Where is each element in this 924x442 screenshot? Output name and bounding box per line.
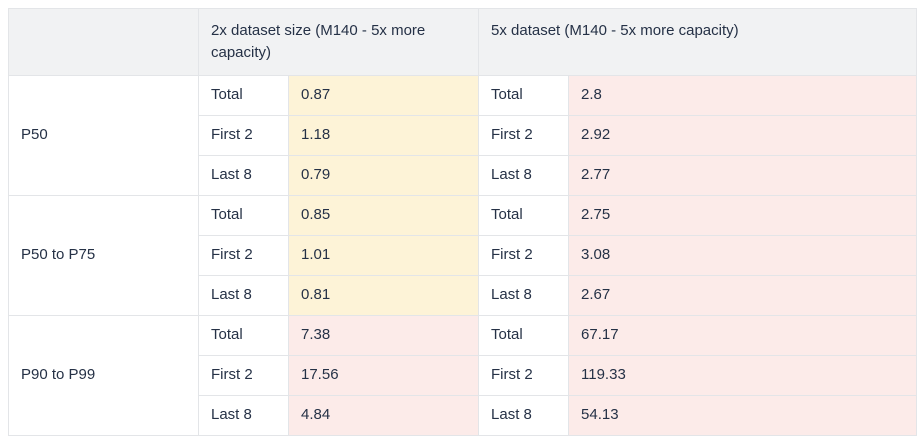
metric-label-cell: Last 8 — [198, 274, 289, 316]
row-group-label-p50-to-p75: P50 to P75 — [8, 194, 199, 316]
value-cell-2x: 7.38 — [287, 314, 480, 356]
metric-label-cell: First 2 — [478, 234, 570, 276]
value-cell-5x: 2.67 — [568, 274, 918, 316]
metric-label-cell: First 2 — [478, 354, 570, 396]
value-cell-5x: 2.77 — [568, 154, 918, 196]
metric-label-cell: Last 8 — [198, 394, 289, 436]
metric-label-cell: First 2 — [198, 114, 289, 156]
metric-label-cell: First 2 — [198, 354, 289, 396]
table-row: First 2 1.01 First 2 3.08 — [9, 234, 918, 276]
metric-label-cell: Total — [478, 314, 570, 356]
table-row: P50 Total 0.87 Total 2.8 — [8, 74, 918, 196]
row-group-label-p90-to-p99: P90 to P99 — [8, 314, 199, 436]
column-header-2x-dataset: 2x dataset size (M140 - 5x more capacity… — [197, 8, 480, 76]
metric-label-cell: Total — [198, 194, 289, 236]
value-cell-5x: 2.8 — [568, 74, 918, 116]
table-row: P50 to P75 Total 0.85 Total 2.75 — [8, 194, 918, 316]
table-row: P90 to P99 Total 7.38 Total 67.17 — [8, 314, 918, 436]
value-cell-5x: 54.13 — [568, 394, 918, 436]
value-cell-2x: 17.56 — [287, 354, 480, 396]
value-cell-2x: 0.87 — [287, 74, 480, 116]
header-row: 2x dataset size (M140 - 5x more capacity… — [8, 8, 918, 76]
value-cell-5x: 2.92 — [568, 114, 918, 156]
metric-label-cell: Total — [198, 74, 289, 116]
table-row: First 2 1.18 First 2 2.92 — [9, 114, 918, 156]
metric-label-cell: Last 8 — [478, 154, 570, 196]
table-row: Last 8 0.79 Last 8 2.77 — [9, 154, 918, 196]
column-header-5x-dataset: 5x dataset (M140 - 5x more capacity) — [478, 8, 918, 76]
value-cell-5x: 67.17 — [568, 314, 918, 356]
value-cell-5x: 3.08 — [568, 234, 918, 276]
metric-label-cell: Last 8 — [478, 394, 570, 436]
value-cell-5x: 119.33 — [568, 354, 918, 396]
metric-label-cell: Total — [478, 194, 570, 236]
table-row: Last 8 0.81 Last 8 2.67 — [9, 274, 918, 316]
value-cell-2x: 0.85 — [287, 194, 480, 236]
metric-label-cell: First 2 — [198, 234, 289, 276]
metric-label-cell: Last 8 — [198, 154, 289, 196]
table-body: P50 Total 0.87 Total 2.8 First 2 1.18 Fi… — [8, 74, 918, 436]
value-cell-2x: 4.84 — [287, 394, 480, 436]
value-cell-2x: 1.01 — [287, 234, 480, 276]
value-cell-2x: 1.18 — [287, 114, 480, 156]
table-row: First 2 17.56 First 2 119.33 — [9, 354, 918, 396]
value-cell-2x: 0.81 — [287, 274, 480, 316]
table-header: 2x dataset size (M140 - 5x more capacity… — [8, 8, 918, 76]
value-cell-2x: 0.79 — [287, 154, 480, 196]
metric-label-cell: Last 8 — [478, 274, 570, 316]
comparison-table: 2x dataset size (M140 - 5x more capacity… — [8, 8, 918, 436]
corner-header-cell — [8, 8, 199, 76]
metric-label-cell: Total — [478, 74, 570, 116]
metric-label-cell: First 2 — [478, 114, 570, 156]
value-cell-5x: 2.75 — [568, 194, 918, 236]
table-row: Last 8 4.84 Last 8 54.13 — [9, 394, 918, 436]
metric-label-cell: Total — [198, 314, 289, 356]
row-group-label-p50: P50 — [8, 74, 199, 196]
